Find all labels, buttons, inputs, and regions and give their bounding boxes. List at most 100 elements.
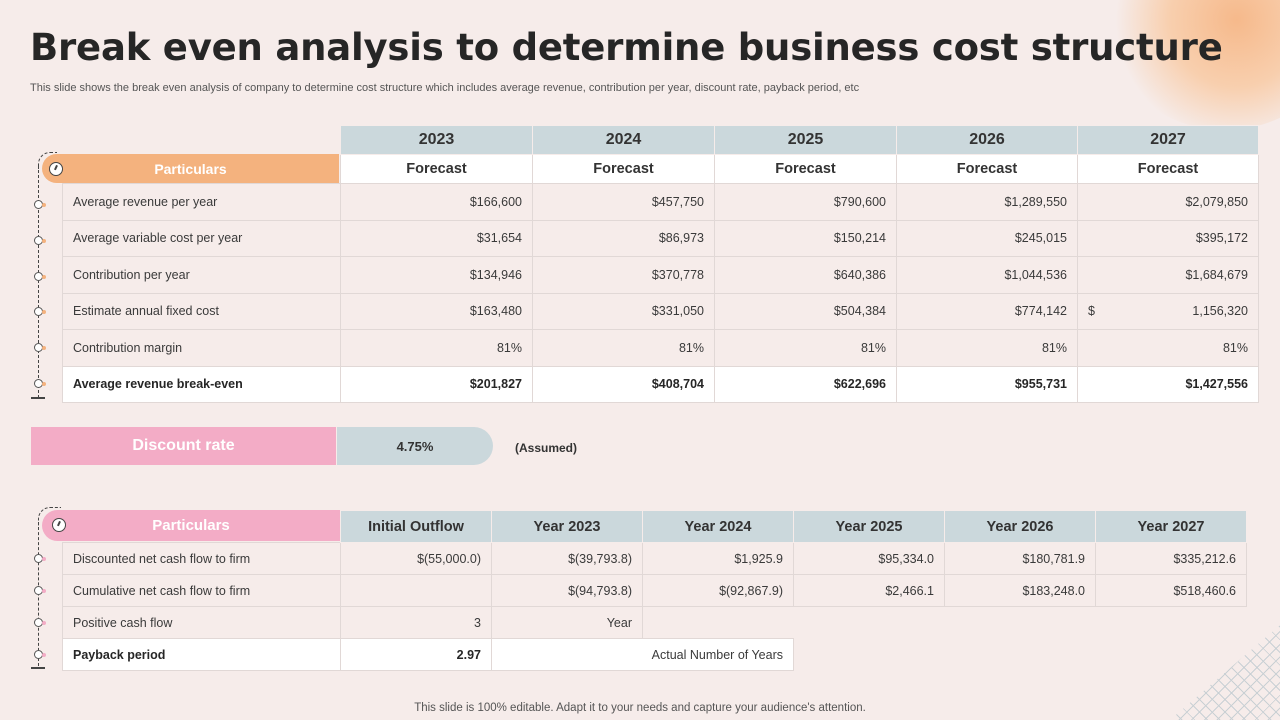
year-header: 2026 [896, 125, 1078, 155]
row-label: Contribution per year [62, 256, 341, 294]
discount-rate-label: Discount rate [31, 427, 336, 465]
timeline-dot [34, 618, 46, 627]
timeline-dot [34, 650, 46, 659]
table-cell: $457,750 [532, 183, 715, 221]
cash-flow-header-row: Initial Outflow Year 2023 Year 2024 Year… [63, 510, 1247, 543]
table-cell: $622,696 [714, 365, 897, 403]
table-cell: $518,460.6 [1095, 574, 1247, 607]
row-label: Contribution margin [62, 329, 341, 367]
table-cell: $2,466.1 [793, 574, 945, 607]
table-cell: $150,214 [714, 219, 897, 257]
page-title: Break even analysis to determine busines… [30, 26, 1223, 69]
table-cell: $1,156,320 [1077, 292, 1259, 330]
row-label: Payback period [62, 638, 341, 671]
year-header: 2023 [340, 125, 533, 155]
timeline-dot [34, 272, 46, 281]
table-cell: $335,212.6 [1095, 542, 1247, 575]
cell-value: 1,156,320 [1192, 304, 1248, 319]
table-cell: $95,334.0 [793, 542, 945, 575]
table-cell: $(55,000.0) [340, 542, 492, 575]
discount-rate-note: (Assumed) [515, 441, 578, 455]
column-header: Year 2026 [944, 510, 1096, 543]
table-cell: 2.97 [340, 638, 492, 671]
particulars-header: Particulars [42, 154, 339, 183]
table-cell: $31,654 [340, 219, 533, 257]
table-cell: $774,142 [896, 292, 1078, 330]
year-header: 2025 [714, 125, 897, 155]
row-label: Estimate annual fixed cost [62, 292, 341, 330]
table-cell: $180,781.9 [944, 542, 1096, 575]
table-cell: $(94,793.8) [491, 574, 643, 607]
table-cell: $640,386 [714, 256, 897, 294]
table-cell: $1,925.9 [642, 542, 794, 575]
table-row: Average variable cost per year $31,654 $… [62, 219, 1259, 257]
row-label: Cumulative net cash flow to firm [62, 574, 341, 607]
table-row: Cumulative net cash flow to firm $(94,79… [62, 574, 1247, 607]
table-cell: $1,684,679 [1077, 256, 1259, 294]
table-cell: $183,248.0 [944, 574, 1096, 607]
spacer-cell [643, 607, 1247, 639]
timeline-line [38, 165, 39, 398]
spacer-cell [63, 155, 341, 184]
table-cell: $1,289,550 [896, 183, 1078, 221]
forecast-subheader: Forecast [896, 154, 1078, 184]
table-cell: 81% [896, 329, 1078, 367]
row-label: Average variable cost per year [62, 219, 341, 257]
column-header: Initial Outflow [340, 510, 492, 543]
timeline-dot [34, 379, 46, 388]
table-row: Average revenue per year $166,600 $457,7… [62, 183, 1259, 221]
table-cell: $163,480 [340, 292, 533, 330]
row-label: Positive cash flow [62, 606, 341, 639]
table-cell: $166,600 [340, 183, 533, 221]
timeline-dot [34, 343, 46, 352]
year-header: 2027 [1077, 125, 1259, 155]
table-cell: $1,044,536 [896, 256, 1078, 294]
table-row: Estimate annual fixed cost $163,480 $331… [62, 292, 1259, 330]
table-cell: 81% [340, 329, 533, 367]
table-cell: 3 [340, 606, 492, 639]
column-header: Year 2023 [491, 510, 643, 543]
table-cell: $955,731 [896, 365, 1078, 403]
column-header: Year 2025 [793, 510, 945, 543]
table-row: Contribution margin 81% 81% 81% 81% 81% [62, 329, 1259, 367]
timeline-end [31, 667, 45, 669]
forecast-subheader: Forecast [340, 154, 533, 184]
table-cell: $408,704 [532, 365, 715, 403]
table-cell [340, 574, 492, 607]
timeline-dot [34, 236, 46, 245]
column-header: Year 2024 [642, 510, 794, 543]
table-cell: $(92,867.9) [642, 574, 794, 607]
clock-icon [52, 518, 66, 532]
forecast-table: 2023 2024 2025 2026 2027 Forecast Foreca… [62, 125, 1259, 403]
table-cell: $790,600 [714, 183, 897, 221]
row-label: Average revenue break-even [62, 365, 341, 403]
timeline-arc [38, 507, 61, 526]
table-cell: 81% [1077, 329, 1259, 367]
timeline-arc [38, 152, 57, 169]
spacer-cell [63, 126, 341, 155]
table-row: Discounted net cash flow to firm $(55,00… [62, 542, 1247, 575]
forecast-subheader: Forecast [532, 154, 715, 184]
forecast-subheader: Forecast [714, 154, 897, 184]
table-cell: $331,050 [532, 292, 715, 330]
footer-note: This slide is 100% editable. Adapt it to… [414, 702, 866, 714]
row-label: Discounted net cash flow to firm [62, 542, 341, 575]
spacer-cell [794, 639, 1247, 671]
table-cell: $1,427,556 [1077, 365, 1259, 403]
timeline-end [31, 397, 45, 399]
table-cell: $86,973 [532, 219, 715, 257]
table-cell: Year [491, 606, 643, 639]
spacer-cell [63, 511, 341, 543]
year-header-row: 2023 2024 2025 2026 2027 [63, 125, 1259, 155]
table-cell: $370,778 [532, 256, 715, 294]
table-cell: $245,015 [896, 219, 1078, 257]
row-label: Average revenue per year [62, 183, 341, 221]
table-row-total: Average revenue break-even $201,827 $408… [62, 365, 1259, 403]
timeline-dot [34, 554, 46, 563]
discount-rate-value: 4.75% [337, 427, 493, 465]
table-cell: $504,384 [714, 292, 897, 330]
table-cell: $201,827 [340, 365, 533, 403]
table-cell: $2,079,850 [1077, 183, 1259, 221]
timeline-dot [34, 586, 46, 595]
table-cell: 81% [714, 329, 897, 367]
